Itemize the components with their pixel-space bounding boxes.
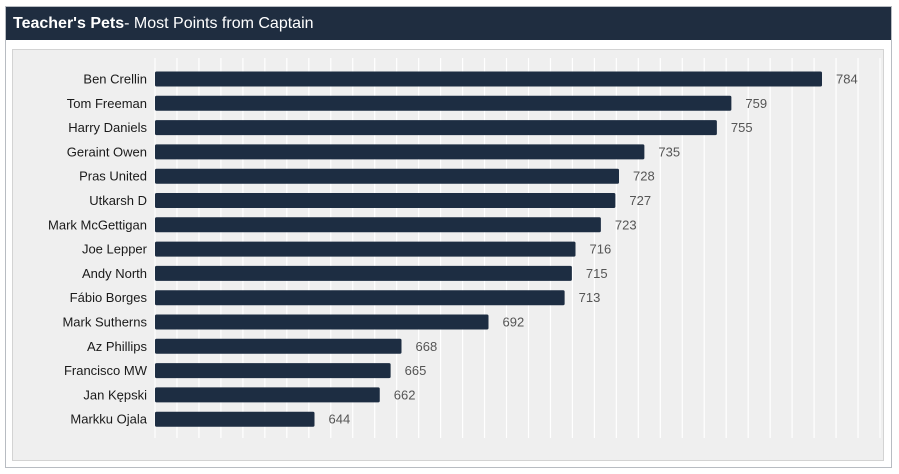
chart-title-bold: Teacher's Pets [13, 14, 125, 32]
plot-area [12, 49, 884, 461]
chart-title-rest: - Most Points from Captain [124, 14, 314, 32]
chart-header: Teacher's Pets - Most Points from Captai… [6, 7, 891, 40]
chart-card: Teacher's Pets - Most Points from Captai… [5, 6, 892, 468]
